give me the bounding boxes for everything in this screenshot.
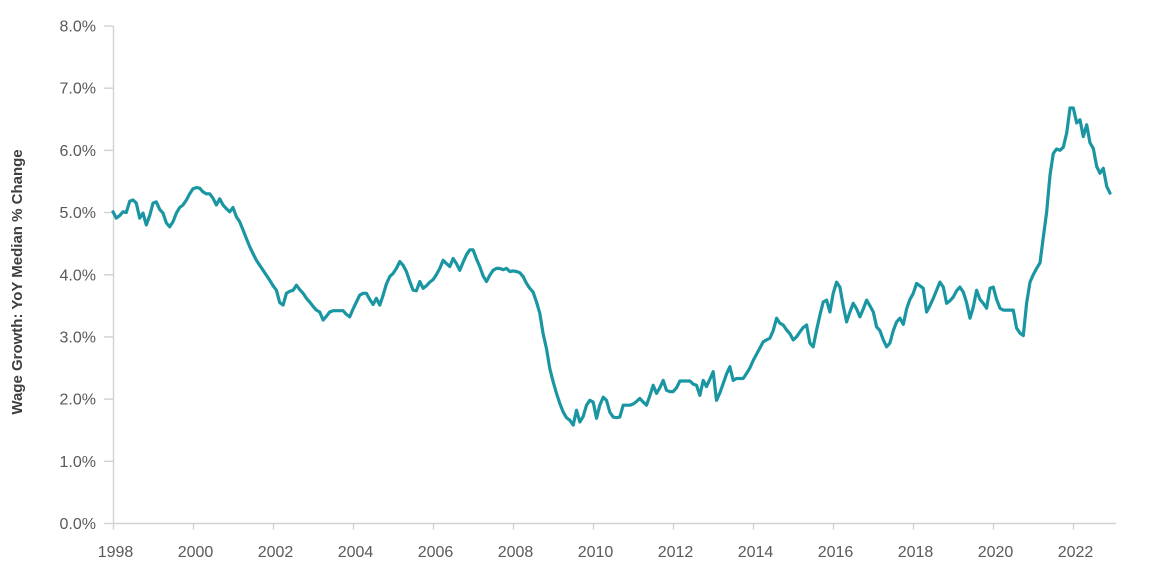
x-tick-label: 2014	[738, 544, 774, 561]
x-tick-label: 2002	[258, 544, 294, 561]
y-tick-label: 8.0%	[60, 19, 96, 36]
y-axis-title: Wage Growth: YoY Median % Change	[9, 149, 26, 414]
wage-growth-line-series	[111, 106, 1112, 427]
y-tick-label: 6.0%	[60, 143, 96, 160]
y-tick-label: 5.0%	[60, 205, 96, 222]
x-tick-label: 2010	[578, 544, 614, 561]
y-tick-label: 0.0%	[60, 516, 96, 533]
x-tick-label: 2022	[1058, 544, 1094, 561]
x-tick-label: 2004	[338, 544, 374, 561]
x-tick-label: 2000	[178, 544, 214, 561]
y-tick-label: 3.0%	[60, 329, 96, 346]
y-tick-label: 1.0%	[60, 454, 96, 471]
x-tick-label: 2008	[498, 544, 534, 561]
x-tick-label: 2016	[818, 544, 854, 561]
x-tick-label: 2020	[978, 544, 1014, 561]
x-tick-label: 2006	[418, 544, 454, 561]
x-tick-label: 1998	[98, 544, 134, 561]
y-tick-label: 2.0%	[60, 392, 96, 409]
x-tick-label: 2018	[898, 544, 934, 561]
y-tick-label: 7.0%	[60, 81, 96, 98]
x-tick-label: 2012	[658, 544, 694, 561]
y-tick-label: 4.0%	[60, 267, 96, 284]
